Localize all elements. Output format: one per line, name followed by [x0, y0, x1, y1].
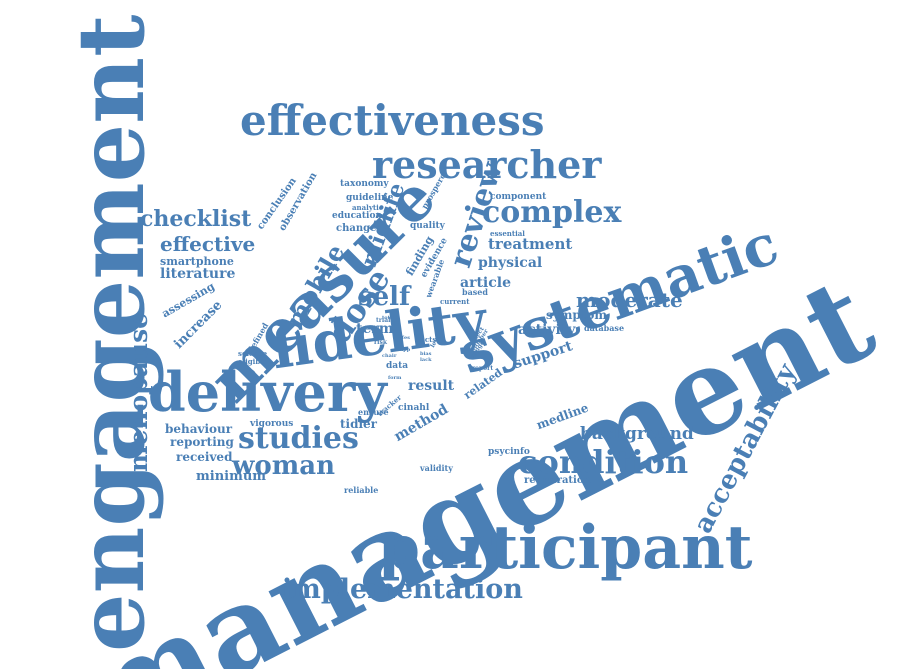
- word: psycinfo: [488, 447, 530, 457]
- word: menopause: [124, 312, 153, 472]
- word: component: [490, 192, 547, 202]
- word: article: [460, 275, 511, 291]
- word: smartphone: [160, 255, 234, 268]
- word: treatment: [488, 235, 573, 253]
- word: bcts: [420, 335, 437, 344]
- word: cinahl: [398, 403, 430, 413]
- word: eligible: [238, 357, 268, 366]
- word: bias: [420, 351, 432, 357]
- word: tidier: [340, 417, 378, 431]
- word: validity: [420, 463, 453, 473]
- word: quality: [410, 221, 445, 231]
- word: behaviour: [165, 422, 233, 436]
- word: activity: [518, 322, 576, 338]
- word: ensure: [358, 407, 389, 417]
- word: checklist: [140, 206, 252, 232]
- word: complex: [482, 195, 622, 230]
- word: participant: [378, 513, 753, 583]
- word: guideline: [346, 193, 394, 203]
- word: risk: [374, 339, 387, 346]
- word: data: [386, 361, 409, 371]
- word: background: [580, 424, 694, 444]
- word: lack: [420, 357, 432, 363]
- word: symptom: [546, 308, 608, 322]
- word: moderate: [576, 288, 683, 312]
- word: effective: [160, 232, 256, 256]
- word: total: [382, 315, 396, 321]
- word: reporting: [170, 435, 234, 449]
- word: result: [408, 378, 455, 394]
- word: trial: [376, 317, 391, 324]
- word: term: [356, 321, 394, 337]
- word: reliable: [344, 485, 379, 495]
- word: condition: [518, 443, 689, 481]
- word: change: [336, 223, 377, 234]
- word: form: [388, 375, 402, 381]
- word: database: [584, 323, 625, 333]
- word: minimum: [196, 469, 267, 484]
- word: registration: [524, 475, 591, 486]
- word: analytic: [352, 203, 384, 212]
- word: taxonomy: [340, 179, 389, 189]
- word: implementation: [282, 574, 523, 605]
- word: current: [440, 297, 470, 306]
- word: effectiveness: [240, 96, 545, 145]
- word: literature: [160, 266, 236, 282]
- word: physical: [478, 255, 543, 271]
- word: researcher: [372, 142, 602, 187]
- word: based: [462, 287, 488, 297]
- word: vigorous: [250, 419, 294, 429]
- word: essential: [490, 229, 525, 238]
- word: report: [472, 365, 494, 372]
- word: received: [176, 450, 233, 464]
- word: self: [358, 282, 411, 312]
- word: lifes: [398, 335, 410, 341]
- word: chair: [382, 353, 397, 359]
- word: app: [400, 347, 411, 353]
- word: science: [238, 349, 268, 358]
- word: woman: [232, 451, 335, 481]
- word: education: [332, 211, 382, 221]
- word: studies: [238, 421, 359, 456]
- word: delivery: [148, 360, 387, 424]
